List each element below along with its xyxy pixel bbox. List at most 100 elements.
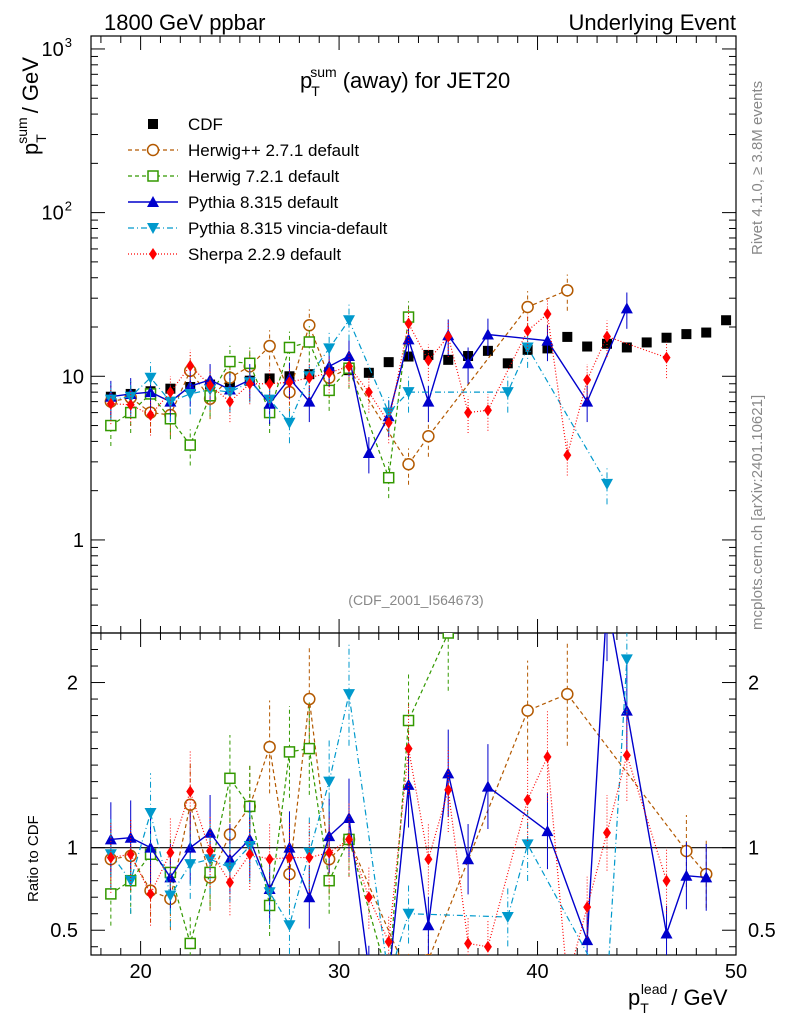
point-pythia-8-315-vincia-default [164, 396, 177, 408]
ratio-point-pythia-8-315-default [124, 831, 137, 843]
point-pythia-8-315-default [422, 395, 435, 407]
point-herwig-2-7-1-default [422, 430, 435, 443]
point-sherpa-2-2-9-default [563, 449, 572, 462]
legend-marker [147, 170, 159, 182]
ratio-point-pythia-8-315-default [383, 974, 395, 985]
legend-marker [146, 143, 160, 157]
point-cdf [621, 342, 632, 353]
ratio-point-sherpa-2-2-9-default [245, 848, 254, 861]
point-herwig-2-7-1-default [402, 458, 415, 471]
point-sherpa-2-2-9-default [245, 377, 254, 390]
ratio-point-sherpa-2-2-9-default [583, 901, 592, 914]
ratio-point-pythia-8-315-vincia-default [124, 875, 137, 887]
point-sherpa-2-2-9-default [384, 416, 393, 429]
xlabel-sub: T [640, 1000, 649, 1016]
title-sub: T [311, 83, 320, 99]
point-herwig-7-2-1-default [105, 419, 117, 432]
point-pythia-8-315-default [541, 334, 554, 346]
ratio-point-sherpa-2-2-9-default [265, 853, 274, 866]
ratio-point-sherpa-2-2-9-default [126, 848, 135, 861]
ratio-point-pythia-8-315-vincia-default [164, 890, 177, 902]
point-cdf [582, 341, 593, 352]
legend-label: CDF [188, 115, 223, 134]
legend-label: Herwig++ 2.7.1 default [188, 141, 359, 160]
x-tick-label: 50 [725, 961, 747, 983]
ratio-point-sherpa-2-2-9-default [325, 846, 334, 859]
point-sherpa-2-2-9-default [206, 379, 215, 392]
ratio-point-sherpa-2-2-9-default [285, 851, 294, 864]
ratio-point-pythia-8-315-default [422, 919, 435, 931]
source-side-text: mcplots.cern.ch [arXiv:2401.10621] [749, 395, 766, 630]
ratio-point-herwig-2-7-1-default [521, 704, 534, 717]
ratio-point-pythia-8-315-default [343, 811, 355, 823]
point-sherpa-2-2-9-default [603, 330, 611, 343]
analysis-watermark: (CDF_2001_I564673) [348, 592, 483, 608]
point-sherpa-2-2-9-default [583, 373, 592, 386]
series-line-sherpa-2-2-9-default [110, 312, 667, 456]
ratio-point-pythia-8-315-vincia-default [223, 862, 236, 874]
ratio-point-pythia-8-315-vincia-default [243, 841, 256, 853]
ratio-point-pythia-8-315-default [581, 934, 594, 946]
ratio-point-pythia-8-315-vincia-default [184, 859, 197, 871]
point-pythia-8-315-vincia-default [223, 387, 236, 399]
ratio-point-pythia-8-315-vincia-default [402, 908, 415, 920]
point-herwig-2-7-1-default [521, 300, 534, 314]
ratio-point-herwig-7-2-1-default [283, 746, 296, 758]
point-pythia-8-315-default [581, 395, 594, 407]
header-right: Underlying Event [568, 10, 736, 35]
y-tick-label: 103 [42, 35, 72, 61]
point-pythia-8-315-vincia-default [184, 388, 197, 400]
x-tick-label: 40 [526, 961, 548, 983]
ratio-point-herwig-7-2-1-default [442, 633, 454, 639]
axes-group: 20 30 40 50 1 10 102 103 0.5 0.5 1 1 2 2 [42, 35, 776, 983]
point-pythia-8-315-vincia-default [601, 478, 613, 490]
point-pythia-8-315-vincia-default [501, 387, 514, 399]
ratio-point-sherpa-2-2-9-default [384, 935, 393, 948]
legend-label: Pythia 8.315 vincia-default [188, 219, 388, 238]
legend-label: Pythia 8.315 default [188, 193, 339, 212]
point-sherpa-2-2-9-default [404, 317, 413, 330]
point-sherpa-2-2-9-default [424, 354, 433, 367]
ylabel-main: p [18, 143, 43, 155]
ratio-point-pythia-8-315-default [601, 594, 613, 605]
point-cdf [443, 354, 454, 365]
ratio-line-pythia-8-315-default [110, 633, 707, 955]
ylabel-rest: / GeV [18, 57, 43, 114]
ratio-point-pythia-8-315-default [680, 869, 693, 881]
xlabel-rest: / GeV [671, 985, 728, 1010]
ratio-point-pythia-8-315-default [184, 841, 197, 853]
point-sherpa-2-2-9-default [364, 386, 373, 399]
ratio-point-herwig-2-7-1-default [424, 953, 433, 955]
ratio-point-sherpa-2-2-9-default [622, 749, 631, 762]
ratio-point-pythia-8-315-vincia-default [501, 912, 514, 924]
ratio-point-sherpa-2-2-9-default [345, 833, 353, 846]
ratio-point-pythia-8-315-default [323, 830, 336, 842]
title-rest: (away) for JET20 [343, 68, 511, 93]
ratio-point-sherpa-2-2-9-default [364, 891, 373, 904]
ratio-point-sherpa-2-2-9-default [225, 876, 234, 889]
point-pythia-8-315-vincia-default [144, 372, 157, 384]
point-herwig-7-2-1-default [382, 471, 395, 484]
xlabel-main: p [628, 985, 640, 1010]
point-sherpa-2-2-9-default [265, 377, 274, 390]
point-sherpa-2-2-9-default [225, 395, 234, 408]
ylabel-sub: T [33, 134, 49, 143]
ratio-point-pythia-8-315-vincia-default [144, 807, 157, 819]
point-pythia-8-315-default [303, 395, 316, 407]
ratio-point-pythia-8-315-vincia-default [620, 654, 633, 666]
ratio-point-herwig-7-2-1-default [402, 714, 415, 727]
point-sherpa-2-2-9-default [464, 406, 473, 419]
ratio-point-sherpa-2-2-9-default [404, 742, 413, 755]
ratio-point-pythia-8-315-vincia-default [383, 973, 395, 984]
rivet-side-text: Rivet 4.1.0, ≥ 3.8M events [749, 81, 766, 255]
ratio-point-herwig-7-2-1-default [105, 888, 117, 900]
series-line-herwig-2-7-1-default [110, 289, 568, 466]
point-herwig-7-2-1-default [184, 439, 196, 451]
y-tick-label: 102 [42, 199, 72, 225]
point-sherpa-2-2-9-default [444, 330, 453, 343]
ratio-point-pythia-8-315-default [303, 891, 316, 903]
ratio-point-herwig-7-2-1-default [303, 742, 316, 755]
rivet-version: Rivet 4.1.0, ≥ 3.8M events [749, 81, 766, 255]
ratio-point-pythia-8-315-default [660, 927, 673, 939]
